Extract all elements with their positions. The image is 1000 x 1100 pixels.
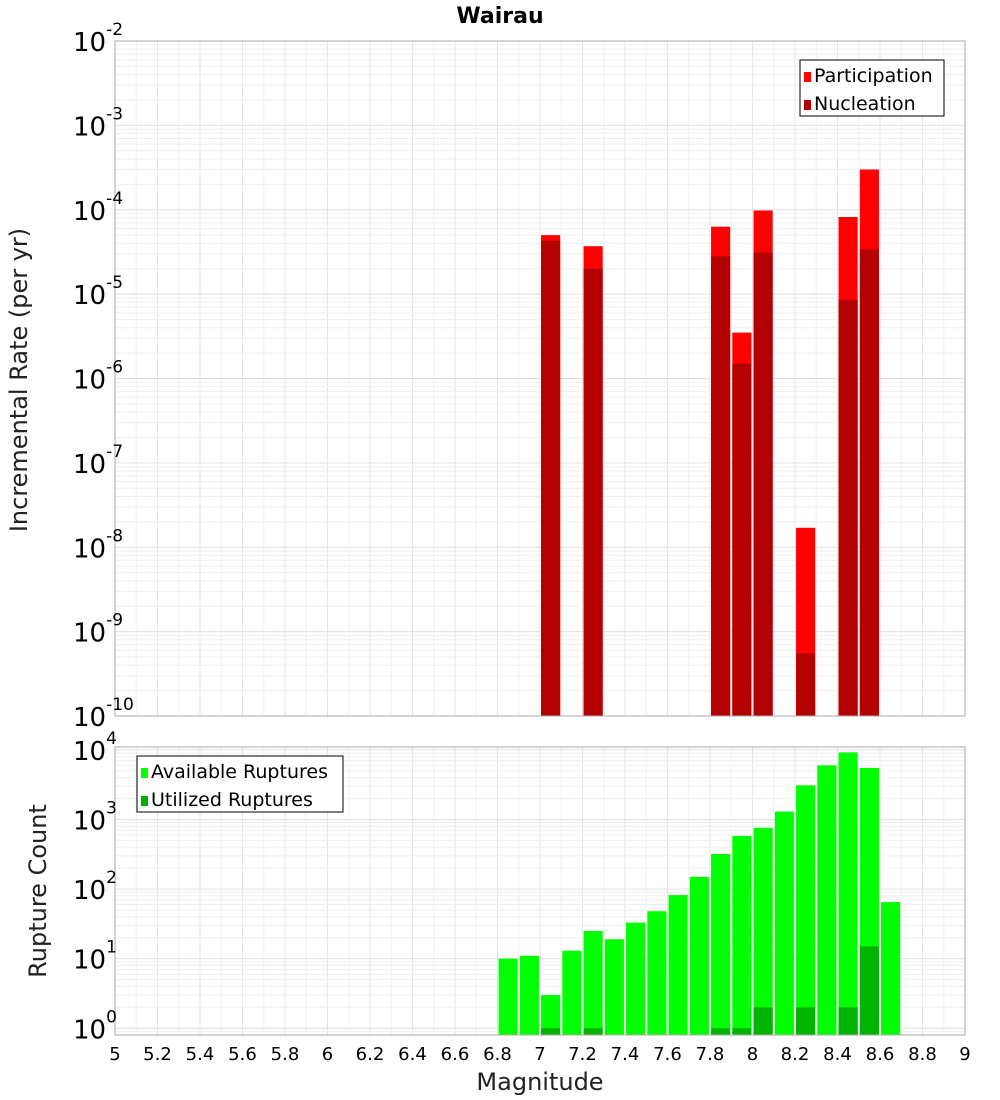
top-legend-swatch [804,100,811,110]
top-y-ticks: 10-10 10-9 10-8 10-7 10-6 10-5 10-4 10-3 10-2 [73,20,134,733]
x-tick-label: 5.4 [186,1044,215,1065]
bottom-bar [732,835,752,1035]
bottom-bar [817,765,837,1035]
bottom-bars [498,752,901,1035]
x-tick-label: 8.6 [866,1044,895,1065]
x-tick-label: 6.8 [483,1044,512,1065]
bottom-bar [668,895,688,1035]
x-tick-label: 6.6 [441,1044,470,1065]
bottom-bar [604,939,624,1035]
top-y-tick-label: 10-10 [73,695,134,733]
top-y-tick-label: 10-8 [73,526,123,564]
bottom-legend-swatch [141,796,148,806]
top-bar [583,268,603,716]
bottom-bar [626,922,646,1035]
top-y-tick-label: 10-4 [73,189,123,227]
bottom-bar [796,1007,816,1035]
top-y-tick-label: 10-9 [73,611,123,649]
bottom-bar [541,995,561,1035]
bottom-legend-box [136,755,344,813]
bottom-y-axis-label: Rupture Count [24,804,52,978]
bottom-bar [732,1028,752,1035]
x-tick-label: 7 [534,1044,545,1065]
x-tick-label: 9 [959,1044,970,1065]
bottom-y-tick-label: 104 [73,729,117,767]
bottom-y-tick-label: 100 [73,1007,117,1045]
top-bar [732,363,752,716]
bottom-y-ticks: 100 101 102 103 104 [73,729,117,1045]
x-tick-labels: 5 5.2 5.4 5.6 5.8 6 6.2 6.4 6.6 6.8 7 7.2 7.4 7.6 7.8 8… [109,1044,970,1065]
bottom-bar [647,911,667,1035]
bottom-legend-label: Available Ruptures [151,761,328,783]
top-bar [838,300,858,716]
bottom-y-tick-label: 101 [73,938,117,976]
top-bar [796,653,816,716]
x-tick-label: 6.2 [356,1044,385,1065]
bottom-bar [583,930,603,1035]
bottom-legend-label: Utilized Ruptures [151,789,313,811]
bottom-bar [711,853,731,1035]
top-y-tick-label: 10-5 [73,273,123,311]
x-axis-label: Magnitude [476,1068,603,1096]
bottom-bar [859,946,879,1035]
bottom-bar [711,1028,731,1035]
bottom-bar [838,752,858,1035]
x-tick-label: 7.6 [653,1044,682,1065]
bottom-bar [796,785,816,1035]
top-legend-label: Participation [814,65,933,87]
x-tick-label: 5.6 [228,1044,257,1065]
x-tick-label: 5 [109,1044,120,1065]
top-y-axis-label: Incremental Rate (per yr) [5,228,33,532]
top-legend-box [799,59,945,117]
bottom-panel: 100 101 102 103 104 5 5.2 5.4 5.6 5.8 6 6.2 6.4 6.6 6… [24,729,971,1096]
bottom-legend: Available Ruptures Utilized Ruptures [136,755,344,813]
bottom-bar [498,958,518,1035]
x-tick-label: 7.4 [611,1044,640,1065]
bottom-bar [562,950,582,1035]
bottom-plot-frame [114,746,966,1036]
top-legend: Participation Nucleation [799,59,945,117]
top-bar [711,256,731,716]
top-legend-label: Nucleation [814,93,916,115]
bottom-bar [519,955,539,1035]
top-bar [753,252,773,716]
x-tick-label: 5.2 [143,1044,172,1065]
x-tick-label: 8 [747,1044,758,1065]
bottom-legend-swatch [141,768,148,778]
bottom-y-tick-label: 103 [73,798,117,836]
x-tick-label: 7.2 [568,1044,597,1065]
x-tick-label: 8.4 [823,1044,852,1065]
top-y-tick-label: 10-6 [73,358,123,396]
top-bars [541,169,879,717]
top-y-tick-label: 10-7 [73,442,123,480]
bottom-bar [541,1028,561,1035]
bottom-bar [774,811,794,1035]
x-tick-label: 8.8 [908,1044,937,1065]
top-bar [859,249,879,716]
x-tick-label: 6 [322,1044,333,1065]
bottom-bar [689,876,709,1035]
x-tick-label: 8.2 [781,1044,810,1065]
top-plot-frame [114,40,966,717]
top-grid [114,40,966,717]
x-tick-label: 6.4 [398,1044,427,1065]
bottom-bar [753,1007,773,1035]
chart-title: Wairau [456,4,543,29]
top-y-tick-label: 10-3 [73,104,123,142]
top-panel: Wairau 10-10 10-9 10-8 10-7 10-6 10-5 10-4 10-3… [5,4,966,733]
top-bar [541,240,561,717]
x-tick-label: 5.8 [271,1044,300,1065]
bottom-y-tick-label: 102 [73,868,117,906]
bottom-bar [838,1007,858,1035]
top-legend-swatch [804,72,811,82]
bottom-bar [583,1028,603,1035]
top-y-tick-label: 10-2 [73,20,123,58]
bottom-bar [881,902,901,1035]
bottom-bar [753,827,773,1035]
x-tick-label: 7.8 [696,1044,725,1065]
